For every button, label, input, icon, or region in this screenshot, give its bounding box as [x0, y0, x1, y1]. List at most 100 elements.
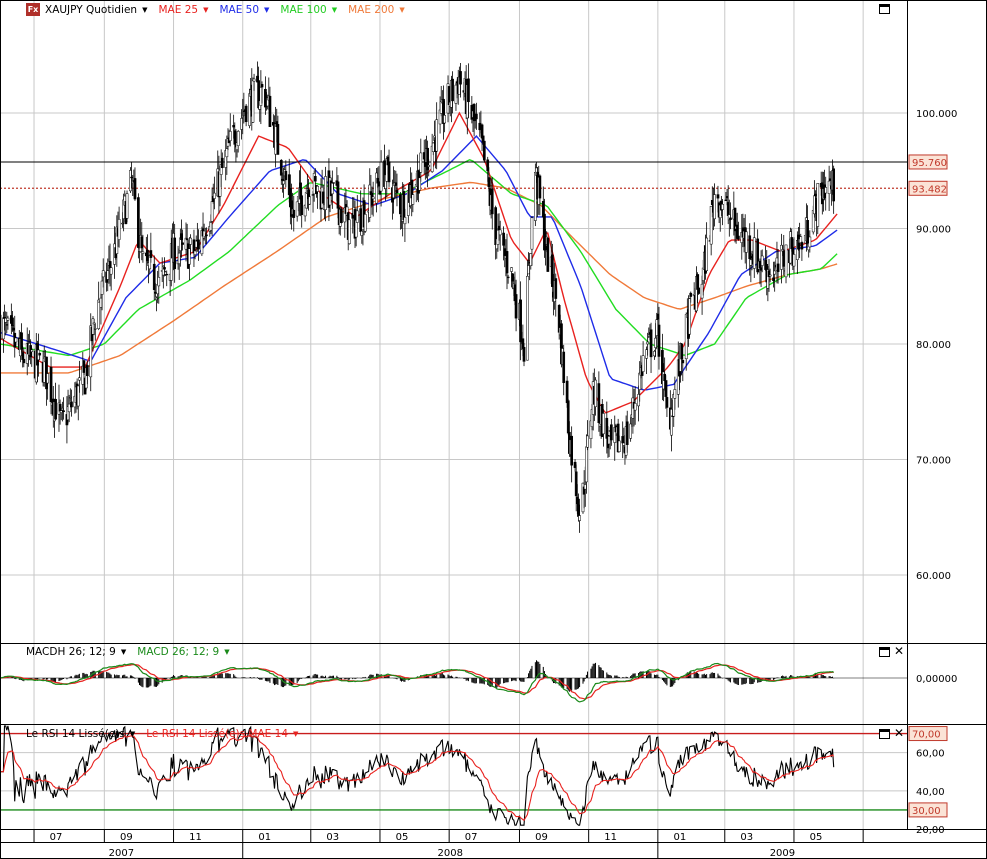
macd-line: [0, 662, 835, 703]
chevron-down-icon[interactable]: ▼: [142, 5, 148, 14]
candle-body: [141, 251, 145, 254]
maximize-icon[interactable]: [879, 729, 890, 739]
candle-body: [586, 435, 589, 448]
candle-body: [154, 291, 157, 294]
legend-macdh[interactable]: MACDH 26; 12; 9: [26, 646, 116, 658]
legend-mae25[interactable]: MAE 25: [158, 3, 199, 16]
candle-body: [6, 317, 10, 321]
candle-body: [332, 182, 335, 184]
legend-mae200[interactable]: MAE 200: [348, 3, 395, 16]
candle-body: [181, 242, 184, 245]
candle-body: [347, 219, 351, 245]
fx-logo-icon: Fx: [26, 3, 40, 16]
close-icon[interactable]: ✕: [894, 644, 905, 658]
candle-body: [403, 217, 407, 225]
candle-body: [165, 273, 169, 276]
candle-body: [276, 124, 280, 155]
candle-body: [30, 349, 34, 352]
legend-macd[interactable]: MACD 26; 12; 9: [137, 646, 220, 658]
candle-body: [377, 181, 381, 187]
mae-25-line: [0, 111, 838, 414]
candle-body: [486, 159, 490, 172]
candle-body: [210, 201, 214, 222]
candle-body: [427, 164, 431, 167]
candle-body: [46, 373, 49, 384]
legend-mae50[interactable]: MAE 50: [219, 3, 260, 16]
legend-rsi-mae[interactable]: Le RSI 14 Lissé(e)s MAE 14: [146, 728, 289, 740]
candle-body: [133, 178, 137, 200]
candle-body: [625, 421, 629, 445]
close-icon[interactable]: ✕: [894, 726, 905, 740]
candle-body: [371, 196, 375, 200]
candle-body: [11, 317, 14, 326]
chevron-down-icon[interactable]: ▼: [224, 648, 230, 656]
candle-body: [729, 217, 732, 220]
candle-body: [282, 180, 285, 185]
rsi-series: [0, 725, 907, 826]
candle-body: [526, 275, 529, 361]
price-tick-label: 100.000: [916, 109, 957, 120]
candle-body: [185, 238, 189, 241]
candle-body: [578, 515, 581, 521]
candle-body: [748, 235, 752, 260]
candle-body: [220, 157, 224, 168]
candle-body: [375, 172, 378, 204]
candle-body: [244, 105, 248, 123]
candle-body: [490, 188, 494, 215]
candle-body: [538, 175, 542, 199]
candle-body: [530, 217, 534, 250]
candle-body: [752, 237, 756, 269]
year-label: 2009: [770, 848, 795, 859]
macd-legend: MACDH 26; 12; 9 ▼ MACD 26; 12; 9 ▼: [26, 646, 238, 658]
candle-body: [324, 176, 327, 210]
candle-body: [85, 365, 89, 377]
candle-body: [519, 299, 522, 343]
chevron-down-icon[interactable]: ▼: [399, 5, 405, 14]
candle-body: [355, 210, 359, 223]
candle-body: [713, 194, 716, 220]
candle-body: [467, 78, 470, 103]
last-price-label: 93.482: [912, 184, 947, 195]
price-tick-label: 60.000: [916, 571, 951, 582]
candle-body: [308, 196, 311, 205]
candle-body: [498, 229, 502, 236]
chevron-down-icon[interactable]: ▼: [293, 730, 299, 738]
candle-body: [705, 237, 708, 271]
candle-body: [673, 389, 677, 399]
candle-body: [697, 287, 701, 294]
candle-body: [146, 249, 149, 262]
candle-body: [744, 231, 748, 253]
candle-body: [505, 251, 509, 274]
month-label: 01: [258, 832, 271, 843]
candle-body: [776, 263, 780, 272]
maximize-icon[interactable]: [879, 647, 890, 657]
candle-body: [137, 197, 140, 248]
chevron-down-icon[interactable]: ▼: [129, 730, 136, 738]
candle-body: [313, 176, 317, 182]
legend-mae100[interactable]: MAE 100: [280, 3, 327, 16]
recent-high-label: 95.760: [912, 158, 947, 169]
rsi-30-label: 30,00: [912, 806, 941, 817]
chevron-down-icon[interactable]: ▼: [203, 5, 209, 14]
rsi-tick-label: 20,00: [916, 825, 945, 836]
chevron-down-icon[interactable]: ▼: [331, 5, 338, 14]
candle-body: [760, 255, 764, 266]
candle-body: [163, 267, 166, 270]
maximize-icon[interactable]: [879, 4, 890, 14]
candle-body: [363, 214, 367, 232]
candle-body: [62, 410, 65, 413]
candle-body: [100, 280, 104, 295]
legend-rsi[interactable]: Le RSI 14 Lissé(e)s: [26, 728, 125, 740]
chevron-down-icon[interactable]: ▼: [264, 5, 270, 14]
candle-body: [716, 194, 720, 199]
candle-body: [419, 152, 423, 173]
symbol-title[interactable]: XAUJPY Quotidien: [45, 3, 138, 16]
candle-body: [688, 298, 691, 335]
candle-body: [800, 242, 804, 250]
candle-body: [359, 208, 363, 232]
candle-body: [117, 219, 121, 240]
rsi-tick-label: 60,00: [916, 749, 945, 760]
candle-body: [609, 424, 613, 441]
candle-body: [197, 239, 200, 250]
chevron-down-icon[interactable]: ▼: [120, 648, 127, 656]
